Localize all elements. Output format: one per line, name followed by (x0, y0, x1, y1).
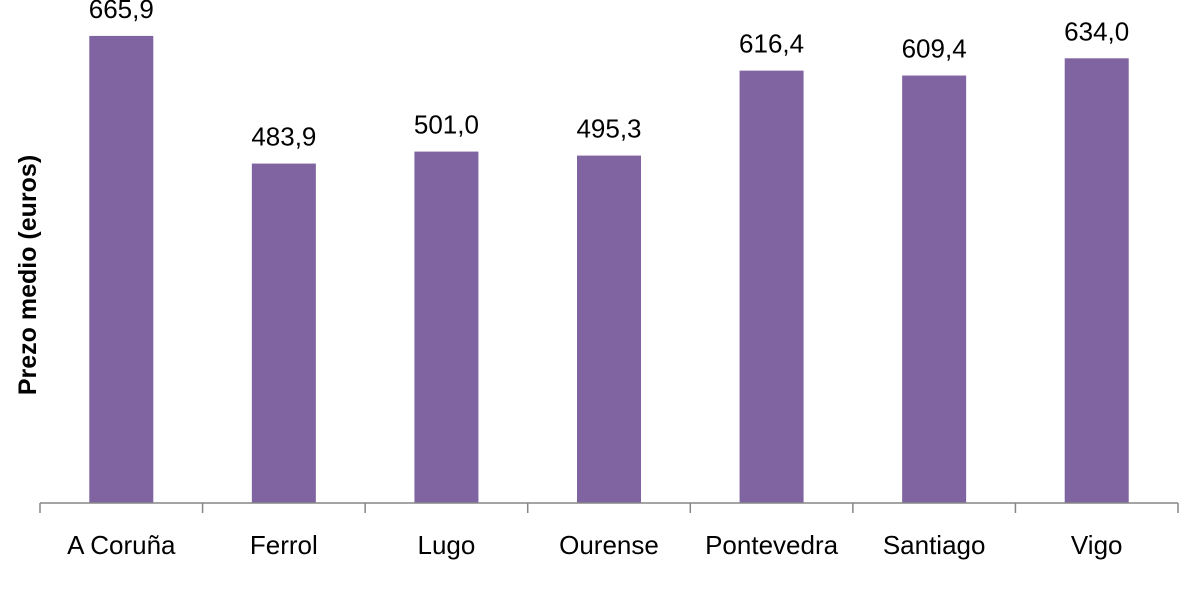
data-label: 634,0 (1064, 16, 1129, 46)
bar-6 (902, 75, 967, 503)
data-label: 665,9 (89, 0, 154, 24)
bar-1 (89, 35, 154, 504)
data-label: 495,3 (576, 114, 641, 144)
x-tick-label: Vigo (1071, 530, 1123, 560)
data-label: 483,9 (251, 122, 316, 152)
bar-7 (1064, 58, 1129, 504)
data-label: 609,4 (902, 34, 967, 64)
x-axis (39, 502, 1179, 513)
x-tick-label: Santiago (883, 530, 986, 560)
x-tick-label: Ferrol (250, 530, 318, 560)
x-tick-label: Lugo (418, 530, 476, 560)
bar-3 (414, 151, 479, 503)
x-tick-label: Pontevedra (705, 530, 839, 560)
y-axis-title: Prezo medio (euros) (14, 155, 42, 395)
data-label: 501,0 (414, 110, 479, 140)
bar-5 (739, 70, 804, 503)
data-label: 616,4 (739, 29, 804, 59)
x-tick-label: Ourense (559, 530, 659, 560)
x-tick-label: A Coruña (67, 530, 176, 560)
bar-2 (251, 163, 316, 503)
bar-4 (577, 155, 641, 503)
labels-layer: 665,9 A Coruña 483,9 Ferrol 501,0 Lugo 495,3 Ou… (67, 0, 1129, 560)
bars-layer (89, 35, 1129, 504)
